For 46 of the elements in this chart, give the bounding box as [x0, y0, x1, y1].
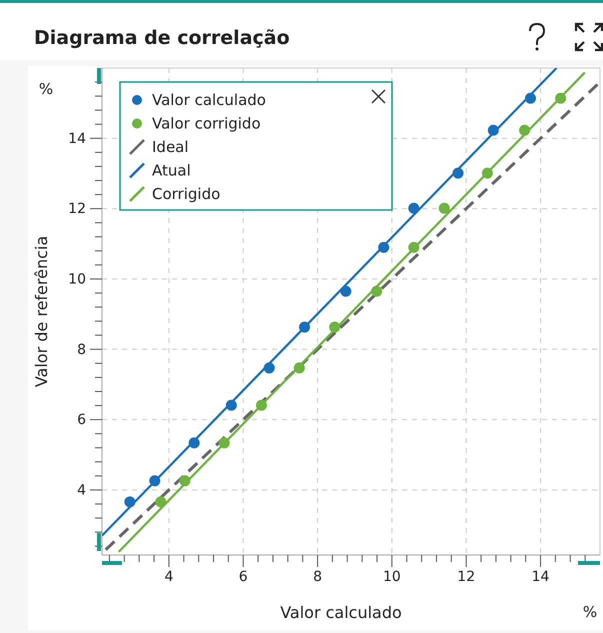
legend-label: Atual	[152, 162, 191, 180]
legend-label: Valor calculado	[152, 91, 266, 109]
text: %	[38, 80, 54, 98]
point	[218, 437, 230, 448]
x-tick-label: 12	[457, 568, 476, 585]
point	[155, 496, 166, 508]
point	[188, 437, 200, 448]
chart-title: Diagrama de correlação	[34, 27, 290, 49]
point	[482, 168, 493, 179]
point	[519, 124, 530, 136]
point	[555, 92, 566, 104]
x-tick-label: 6	[238, 568, 248, 585]
point	[179, 475, 190, 486]
x-tick-label: 8	[313, 568, 322, 585]
y-axis-title: Valor de referência	[32, 236, 51, 388]
point	[256, 400, 267, 411]
point	[378, 242, 390, 253]
y-tick-label: 14	[68, 130, 86, 147]
point	[438, 202, 450, 214]
point	[294, 362, 305, 374]
point	[149, 475, 160, 486]
point	[452, 168, 464, 179]
y-tick-label: 12	[68, 201, 86, 218]
point	[226, 400, 237, 411]
point	[264, 362, 275, 374]
text: %	[582, 603, 598, 621]
x-tick-label: 10	[382, 568, 401, 585]
point	[329, 322, 340, 333]
point	[488, 124, 499, 136]
point	[340, 286, 352, 297]
x-tick-label: 14	[532, 568, 550, 585]
legend-label: Valor corrigido	[152, 114, 261, 132]
point	[299, 322, 310, 333]
y-tick-label: 8	[77, 342, 86, 358]
point	[371, 286, 382, 297]
x-tick-label: 4	[164, 568, 174, 585]
y-tick-label: 4	[77, 482, 86, 498]
point	[124, 496, 136, 508]
x-axis-title: Valor calculado	[280, 603, 402, 622]
y-tick-label: 10	[68, 271, 86, 288]
point	[408, 202, 420, 214]
point	[408, 242, 420, 253]
y-tick-label: 6	[77, 412, 86, 428]
point	[525, 92, 536, 104]
legend-label: Corrigido	[152, 185, 220, 203]
legend-label: Ideal	[152, 138, 189, 156]
